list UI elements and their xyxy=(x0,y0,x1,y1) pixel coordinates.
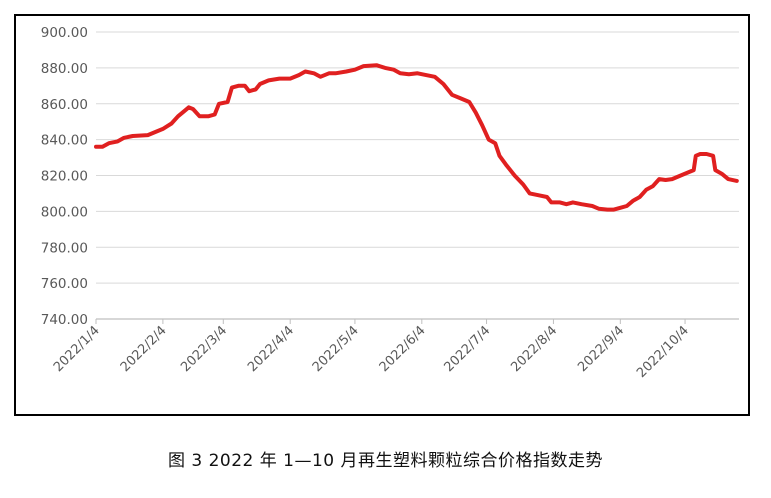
grid-layer xyxy=(96,31,739,284)
y-tick-label: 860.00 xyxy=(41,97,88,113)
x-tick-label: 2022/2/4 xyxy=(118,323,170,375)
y-tick-label: 740.00 xyxy=(41,312,88,328)
y-tick-label: 820.00 xyxy=(41,169,88,185)
y-tick-label: 880.00 xyxy=(41,61,88,77)
figure-caption: 图 3 2022 年 1—10 月再生塑料颗粒综合价格指数走势 xyxy=(167,451,604,471)
x-tick-label: 2022/8/4 xyxy=(508,323,560,375)
y-tick-label: 840.00 xyxy=(41,133,88,149)
y-tick-label: 780.00 xyxy=(41,240,88,256)
line-chart: 740.00 760.00 780.00 800.00 820.00 840.00 860.… xyxy=(41,25,739,381)
y-tick-labels: 740.00 760.00 780.00 800.00 820.00 840.00 860.… xyxy=(41,25,88,328)
x-tick-label: 2022/7/4 xyxy=(441,323,493,375)
x-tick-label: 2022/6/4 xyxy=(377,323,429,375)
x-tick-labels: 2022/1/4 2022/2/4 2022/3/4 2022/4/4 2022/5/4… xyxy=(51,323,692,381)
x-tick-label: 2022/5/4 xyxy=(310,323,362,375)
y-tick-label: 900.00 xyxy=(41,25,88,41)
series-line xyxy=(94,63,739,212)
axis-layer xyxy=(95,318,739,324)
x-tick-label: 2022/4/4 xyxy=(245,323,297,375)
x-tick-label: 2022/1/4 xyxy=(51,323,103,375)
x-tick-label: 2022/10/4 xyxy=(634,323,692,381)
chart-frame: 740.00 760.00 780.00 800.00 820.00 840.00 860.… xyxy=(14,14,750,416)
series-layer xyxy=(94,63,739,212)
y-tick-label: 760.00 xyxy=(41,276,88,292)
x-tick-label: 2022/3/4 xyxy=(178,323,230,375)
x-tick-label: 2022/9/4 xyxy=(575,323,627,375)
y-tick-label: 800.00 xyxy=(41,204,88,220)
